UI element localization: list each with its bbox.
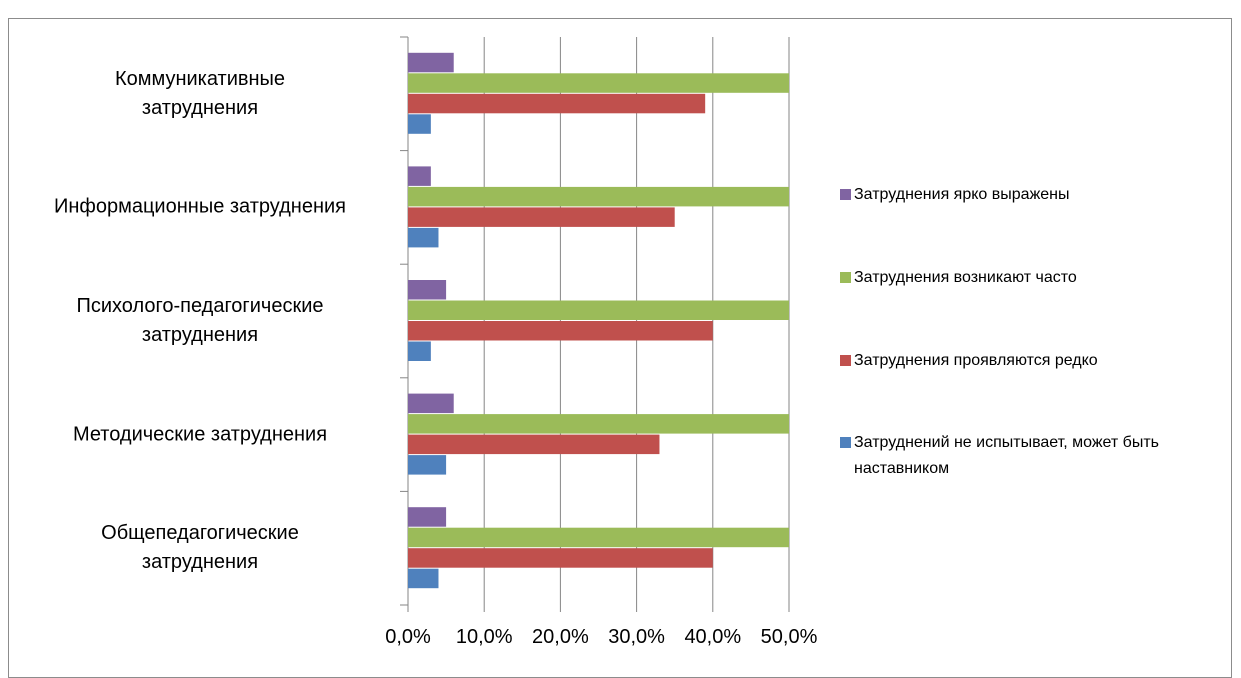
x-tick-label: 50,0% [761,626,818,648]
bar [408,548,713,568]
category-label: Психолого-педагогические затруднения [76,295,324,346]
category-label: Информационные затруднения [53,195,347,218]
bar [408,227,439,248]
bar [408,455,447,475]
bar [408,414,789,434]
legend-item: Затруднений не испытывает, может быть на… [840,430,1200,482]
x-tick-label: 30,0% [608,626,665,648]
legend-label: Затруднения возникают часто [854,269,1077,286]
bar [408,568,439,589]
legend-swatch [840,272,851,283]
bar [408,321,713,341]
legend-swatch [840,437,851,448]
bar [408,186,789,207]
category-label: Методические затруднения [72,423,328,446]
bar [408,114,431,134]
bar [408,393,454,414]
legend-swatch [840,189,851,200]
x-tick-label: 10,0% [456,626,513,648]
legend-label: Затруднений не испытывает, может быть на… [854,434,1159,477]
bar [408,93,706,114]
legend-label: Затруднения проявляются редко [854,352,1098,369]
bar [408,507,447,527]
x-tick-label: 0,0% [385,626,431,648]
category-label: Коммуникативные затруднения [114,67,286,119]
bar [408,341,431,361]
bar [408,300,789,320]
bar [408,527,789,548]
x-tick-label: 40,0% [684,626,741,648]
category-label: Общепедагогические затруднения [101,522,299,574]
legend-swatch [840,355,851,366]
legend-item: Затруднения ярко выражены [840,182,1200,208]
legend-label: Затруднения ярко выражены [854,186,1070,203]
bar [408,166,431,186]
bar [408,73,789,93]
bar [408,207,675,227]
legend-item: Затруднения возникают часто [840,265,1200,291]
bar [408,434,660,455]
bar [408,280,447,300]
x-tick-label: 20,0% [532,626,589,648]
bar [408,52,454,73]
legend-item: Затруднения проявляются редко [840,348,1200,374]
